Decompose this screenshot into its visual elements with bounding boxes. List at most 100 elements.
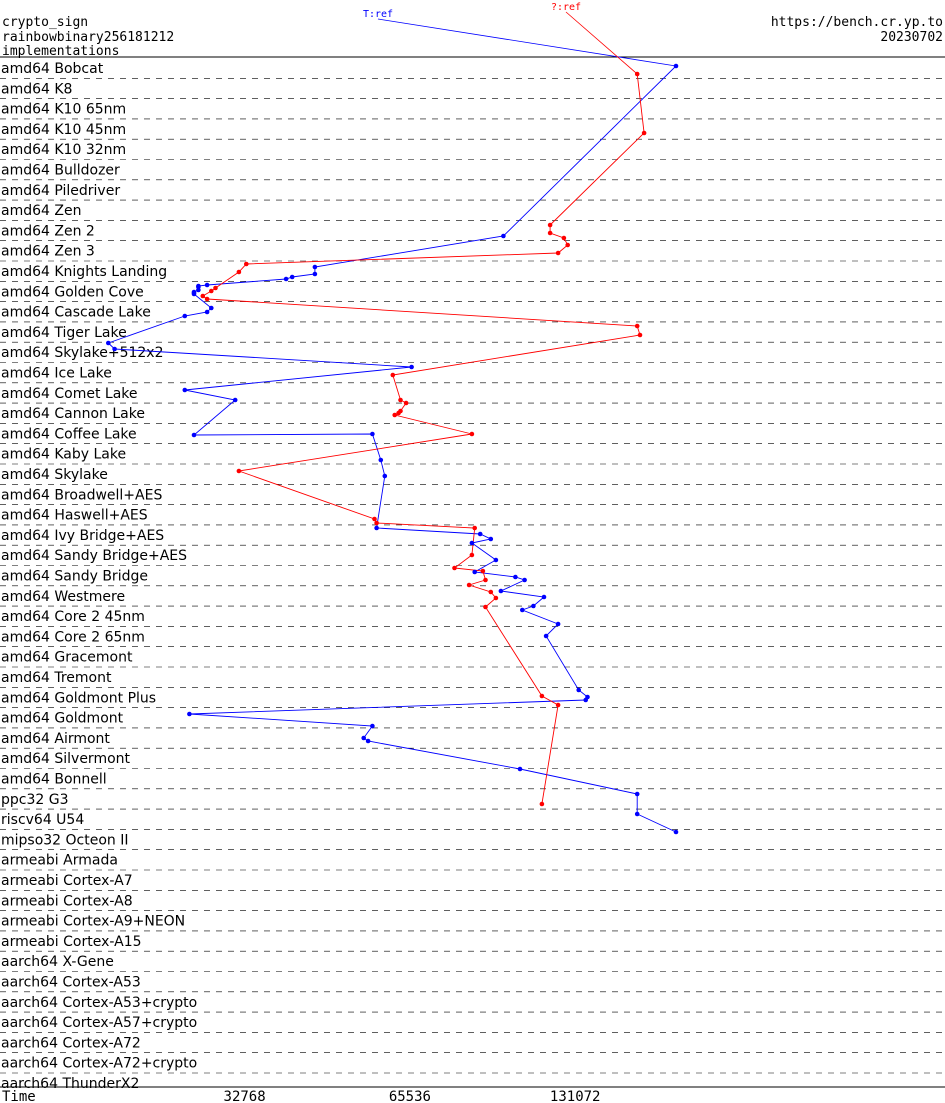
blue-series-point <box>531 603 536 609</box>
red-series-point <box>641 130 647 136</box>
category-label: amd64 Broadwell+AES <box>1 487 162 503</box>
blue-series-point <box>477 531 483 537</box>
header-url: https://bench.cr.yp.to <box>771 15 943 30</box>
category-label: armeabi Cortex-A8 <box>1 893 133 909</box>
blue-series-point <box>634 791 640 797</box>
blue-series-point <box>204 282 210 288</box>
header-algorithm: rainbowbinary256181212 <box>2 30 174 45</box>
blue-series-point <box>583 697 588 703</box>
blue-series-point <box>493 557 499 563</box>
blue-series-point <box>522 577 527 583</box>
category-label: amd64 Airmont <box>1 731 110 747</box>
red-series-point <box>398 397 403 403</box>
red-series-point <box>561 235 567 241</box>
red-series-point <box>539 693 545 699</box>
category-label: amd64 Sandy Bridge <box>1 569 148 585</box>
red-series-point <box>472 525 478 531</box>
blue-series-point <box>555 621 561 627</box>
category-label: amd64 Bobcat <box>1 61 104 77</box>
category-label: ppc32 G3 <box>1 792 69 808</box>
blue-series-point <box>374 525 379 531</box>
blue-series-point <box>409 364 414 370</box>
blue-series-point <box>513 574 518 580</box>
category-label: aarch64 Cortex-A72 <box>1 1035 141 1051</box>
blue-series-point <box>517 766 523 772</box>
category-label: aarch64 X-Gene <box>1 954 114 970</box>
category-label: amd64 Core 2 65nm <box>1 629 145 645</box>
blue-series-point <box>488 536 494 542</box>
category-label: armeabi Cortex-A15 <box>1 934 142 950</box>
red-series-point <box>452 565 457 571</box>
category-label: amd64 Golden Cove <box>1 284 144 300</box>
category-label: amd64 Zen 3 <box>1 244 95 260</box>
category-label: amd64 Tremont <box>1 670 112 686</box>
category-label: amd64 Goldmont Plus <box>1 690 156 706</box>
x-tick-label: 65536 <box>389 1089 431 1103</box>
red-series-point <box>555 702 561 708</box>
series-legend: T:ref ?:ref <box>363 2 677 75</box>
blue-series-point <box>501 233 506 239</box>
category-label: amd64 Gracemont <box>1 650 133 666</box>
blue-series-point <box>520 607 525 613</box>
blue-series-point <box>498 588 504 594</box>
blue-series-point <box>112 346 117 352</box>
red-series-point <box>483 577 488 583</box>
category-label: aarch64 Cortex-A53 <box>1 975 141 991</box>
category-label: amd64 Kaby Lake <box>1 447 126 463</box>
red-series-point <box>200 293 206 299</box>
category-label: mipso32 Octeon II <box>1 832 129 848</box>
category-label: amd64 K10 32nm <box>1 142 126 158</box>
category-label: amd64 Skylake <box>1 467 108 483</box>
blue-series-point <box>673 829 679 835</box>
blue-series-point <box>469 540 475 546</box>
legend-leader <box>565 11 638 75</box>
category-label: amd64 Cascade Lake <box>1 305 151 321</box>
blue-series-point <box>541 594 547 600</box>
blue-series-point <box>196 287 201 293</box>
category-rows: amd64 Bobcat amd64 K8 amd64 K10 65nm amd64 … <box>0 61 945 1092</box>
category-label: amd64 Zen 2 <box>1 223 95 239</box>
header-primitive: crypto_sign <box>2 15 88 30</box>
blue-series-point <box>232 397 238 403</box>
red-series-point <box>236 468 242 474</box>
blue-series-point <box>576 687 581 693</box>
blue-series-point <box>182 387 188 393</box>
red-series-point <box>213 285 218 291</box>
red-series-point <box>565 242 570 248</box>
red-series-point <box>555 250 561 256</box>
blue-series-point <box>370 723 375 729</box>
header-date: 20230702 <box>880 30 943 45</box>
x-tick-label: 131072 <box>550 1089 601 1103</box>
red-series-point <box>469 552 475 558</box>
category-label: amd64 Core 2 45nm <box>1 609 145 625</box>
category-label: amd64 Ivy Bridge+AES <box>1 528 164 544</box>
red-series-point <box>480 568 486 574</box>
red-series-point <box>547 230 553 236</box>
blue-series-point <box>191 432 197 438</box>
x-axis-label: Time <box>2 1089 36 1103</box>
blue-series-line <box>107 65 677 833</box>
category-label: amd64 Skylake+512x2 <box>1 345 163 361</box>
category-label: armeabi Cortex-A7 <box>1 873 133 889</box>
category-label: amd64 K10 45nm <box>1 122 126 138</box>
red-series-point <box>396 410 401 416</box>
blue-series-point <box>283 276 289 282</box>
red-series-point <box>469 431 475 437</box>
chart-header: crypto_sign rainbowbinary256181212 imple… <box>0 15 945 59</box>
red-series-point <box>634 323 640 329</box>
category-label: amd64 Ice Lake <box>1 366 112 382</box>
category-label: amd64 Bonnell <box>1 772 107 788</box>
red-series-point <box>204 296 210 302</box>
red-series-point <box>390 372 396 378</box>
category-label: amd64 Comet Lake <box>1 386 138 402</box>
category-label: amd64 Goldmont <box>1 711 124 727</box>
blue-series-point <box>543 633 549 639</box>
blue-series-point <box>370 431 375 437</box>
red-series-point <box>547 222 553 228</box>
series-points <box>106 63 679 835</box>
blue-series-point <box>378 457 384 463</box>
category-label: aarch64 Cortex-A53+crypto <box>1 995 197 1011</box>
category-label: amd64 Zen <box>1 203 81 219</box>
category-label: armeabi Cortex-A9+NEON <box>1 914 185 930</box>
